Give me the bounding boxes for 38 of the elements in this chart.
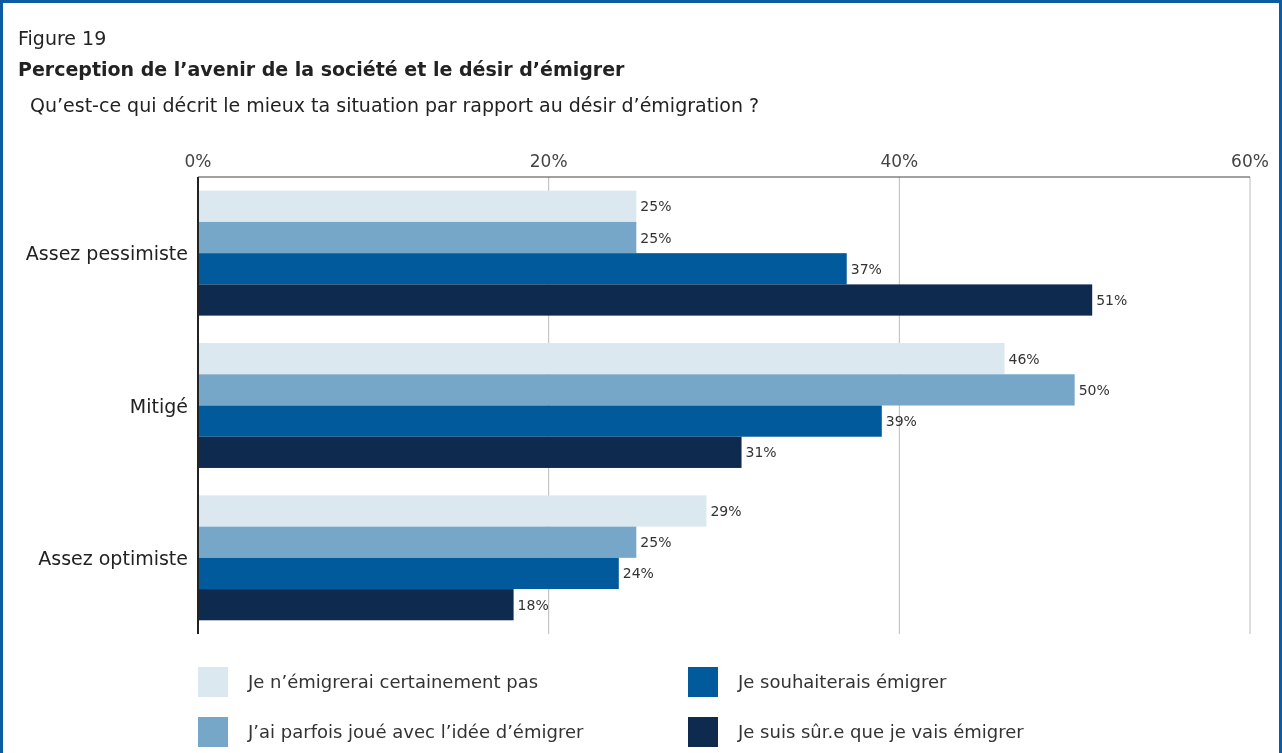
data-label: 25% <box>640 229 672 246</box>
x-tick-label: 0% <box>184 151 212 171</box>
y-tick-label: Assez pessimiste <box>25 242 188 265</box>
bar <box>198 495 707 527</box>
data-label: 37% <box>850 260 882 277</box>
data-label: 25% <box>640 198 672 215</box>
legend-label: Je souhaiterais émigrer <box>737 671 948 692</box>
bar <box>198 343 1005 375</box>
legend-label: Je n’émigrerai certainement pas <box>247 671 539 692</box>
data-label: 29% <box>710 502 742 519</box>
y-tick-label: Mitigé <box>129 394 188 417</box>
bar <box>198 374 1075 406</box>
bar <box>198 405 882 437</box>
bar <box>198 253 847 285</box>
data-label: 50% <box>1078 381 1110 398</box>
data-label: 46% <box>1008 350 1040 367</box>
data-label: 18% <box>517 596 549 613</box>
bar <box>198 557 619 590</box>
data-label: 31% <box>745 444 777 461</box>
x-tick-label: 40% <box>880 151 919 171</box>
data-label: 25% <box>640 534 672 551</box>
chart-title: Perception de l’avenir de la société et le désir d’émigrer <box>18 58 626 80</box>
bar <box>198 436 742 468</box>
y-tick-label: Assez optimiste <box>38 546 188 569</box>
legend-label: Je suis sûr.e que je vais émigrer <box>737 721 1025 742</box>
bar <box>198 221 637 254</box>
caption: Figure 19 <box>18 27 107 49</box>
legend-label: J’ai parfois joué avec l’idée d’émigrer <box>247 721 584 742</box>
x-tick-label: 60% <box>1231 151 1269 171</box>
chart-subtitle: Qu’est-ce qui décrit le mieux ta situation par rapport au désir d’émigration ? <box>30 94 760 116</box>
data-label: 51% <box>1096 292 1128 309</box>
x-tick-label: 20% <box>529 151 568 171</box>
bar <box>198 589 514 621</box>
data-label: 39% <box>885 413 917 430</box>
bar <box>198 526 637 558</box>
bar <box>198 190 637 222</box>
bar <box>198 284 1093 316</box>
data-label: 24% <box>622 565 654 582</box>
